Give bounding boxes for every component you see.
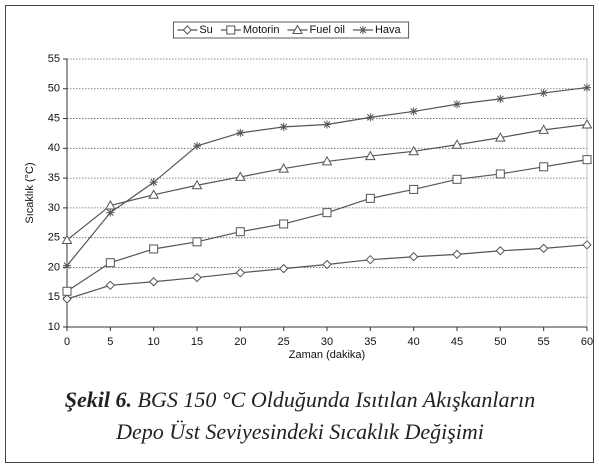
marker — [148, 277, 159, 287]
frame — [5, 5, 594, 463]
marker — [452, 174, 462, 184]
marker — [61, 234, 73, 245]
marker — [279, 219, 289, 229]
marker — [582, 240, 592, 250]
marker — [409, 184, 419, 194]
y-tick-label: 25 — [48, 232, 60, 244]
marker — [322, 208, 332, 218]
marker — [62, 286, 72, 296]
marker — [365, 193, 375, 203]
caption-text: BGS 150 °C Olduğunda Isıtılan Akışkanlar… — [138, 387, 536, 412]
marker — [539, 162, 549, 172]
marker — [582, 155, 592, 165]
marker — [453, 100, 461, 109]
marker — [366, 113, 375, 122]
marker — [581, 118, 593, 129]
marker — [408, 145, 420, 156]
marker — [182, 25, 193, 35]
marker — [323, 120, 331, 129]
x-axis-label: Zaman (dakika) — [289, 349, 365, 361]
marker — [495, 246, 506, 256]
legend-item: Fuel oil — [287, 24, 345, 36]
marker — [149, 244, 159, 254]
caption-line: Şekil 6. BGS 150 °C Olduğunda Isıtılan A… — [65, 387, 535, 412]
marker — [63, 261, 71, 270]
marker — [279, 122, 288, 131]
marker — [106, 208, 115, 217]
x-tick-label: 55 — [538, 336, 550, 348]
marker — [408, 252, 419, 262]
caption-line: Depo Üst Seviyesindeki Sıcaklık Değişimi — [115, 419, 484, 444]
y-tick-label: 50 — [48, 83, 60, 95]
marker — [494, 132, 506, 142]
y-tick-label: 40 — [48, 142, 60, 154]
y-tick-label: 55 — [48, 53, 60, 65]
caption-label: Şekil 6. — [65, 387, 132, 412]
marker — [358, 26, 367, 34]
marker — [226, 25, 236, 35]
marker — [322, 259, 332, 270]
legend-label: Hava — [375, 24, 402, 36]
marker — [105, 258, 115, 268]
y-tick-label: 30 — [48, 202, 60, 214]
marker — [538, 124, 550, 134]
marker — [365, 254, 376, 265]
y-tick-label: 35 — [48, 172, 60, 184]
marker — [148, 189, 160, 199]
x-tick-label: 5 — [107, 336, 113, 348]
marker — [364, 150, 376, 161]
marker — [583, 83, 591, 92]
marker — [235, 268, 246, 278]
y-tick-label: 15 — [48, 291, 60, 303]
x-tick-label: 40 — [408, 336, 420, 348]
marker — [278, 163, 290, 173]
x-tick-label: 30 — [321, 336, 333, 348]
legend-item: Su — [177, 24, 213, 36]
marker — [62, 294, 72, 304]
y-tick-label: 45 — [48, 112, 60, 124]
marker — [192, 272, 202, 283]
legend-item: Hava — [352, 24, 402, 36]
x-tick-label: 25 — [278, 336, 290, 348]
marker — [235, 227, 245, 237]
x-tick-label: 45 — [451, 336, 463, 348]
legend-label: Motorin — [243, 24, 280, 36]
marker — [236, 128, 245, 137]
legend: Su Motorin Fuel oil Hava — [172, 21, 410, 39]
legend-label: Fuel oil — [310, 24, 345, 36]
marker — [192, 237, 202, 247]
x-tick-label: 10 — [148, 336, 160, 348]
marker — [278, 263, 289, 274]
marker — [538, 243, 549, 254]
marker — [191, 179, 203, 190]
marker — [452, 249, 462, 260]
marker — [495, 169, 505, 179]
x-tick-label: 35 — [364, 336, 376, 348]
y-tick-label: 10 — [48, 321, 60, 333]
y-axis-label: Sıcaklık (°C) — [24, 162, 36, 223]
legend-label: Su — [199, 24, 212, 36]
marker — [321, 155, 333, 166]
marker — [451, 139, 463, 149]
marker — [234, 171, 246, 181]
x-tick-label: 50 — [494, 336, 506, 348]
marker — [193, 141, 201, 150]
marker — [105, 280, 116, 291]
x-tick-label: 20 — [234, 336, 246, 348]
x-tick-label: 60 — [581, 336, 593, 348]
marker — [149, 178, 158, 187]
marker — [409, 107, 418, 116]
legend-item: Motorin — [220, 24, 280, 36]
marker — [496, 94, 505, 103]
x-tick-label: 0 — [64, 336, 70, 348]
x-tick-label: 15 — [191, 336, 203, 348]
marker — [539, 88, 548, 97]
y-tick-label: 20 — [48, 261, 60, 273]
marker — [292, 24, 303, 34]
